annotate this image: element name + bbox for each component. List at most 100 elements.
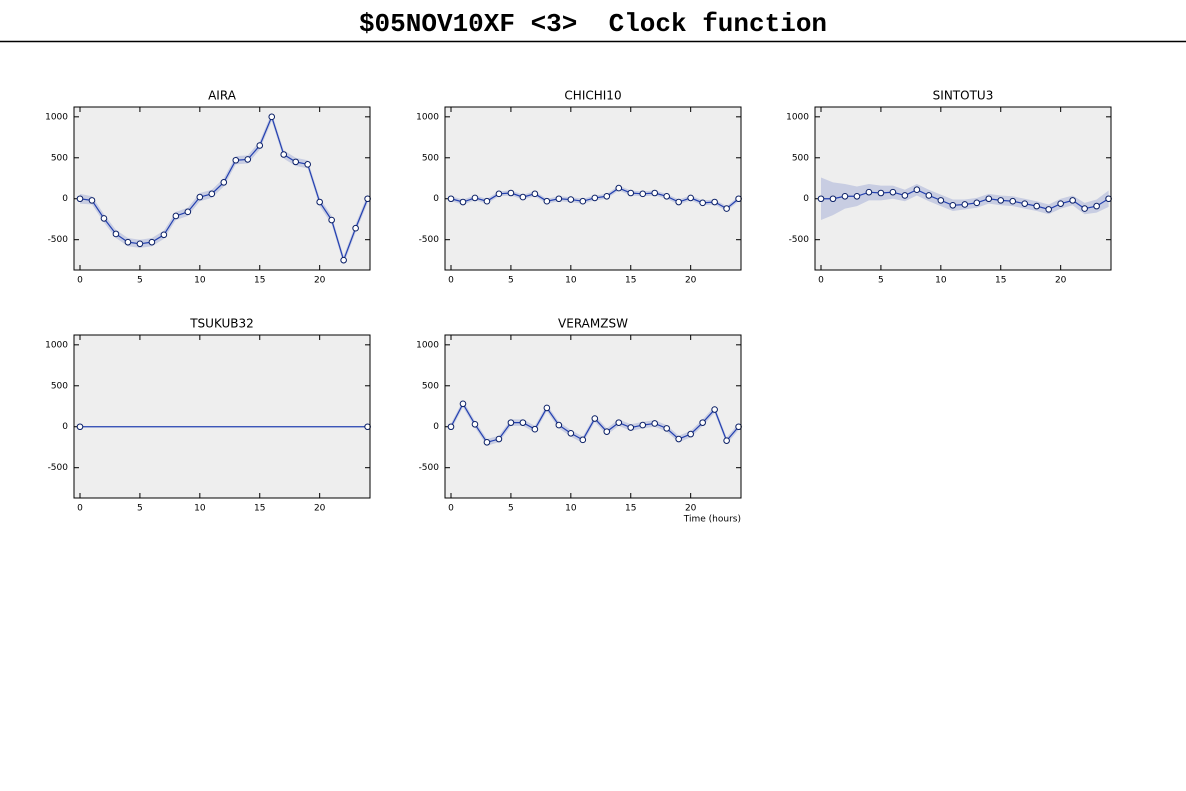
point [627,189,635,197]
x-tick-label: 5 [508,504,514,514]
point [495,190,503,198]
point [889,188,897,196]
y-tick-label: 500 [422,153,439,163]
point [985,195,993,203]
point [76,195,84,203]
point [531,190,539,198]
point [1045,206,1052,213]
point [723,437,730,444]
point [459,198,467,206]
point [901,192,909,199]
point [925,192,933,199]
point [543,197,551,205]
y-tick-label: 1000 [416,112,439,122]
point [651,420,659,427]
plot-frame [73,334,371,499]
point [639,190,647,198]
point [507,419,515,426]
point [483,197,491,205]
point [841,192,849,200]
x-tick-label: 10 [935,276,947,286]
point [829,195,837,203]
point [471,420,479,428]
point [292,158,300,166]
point [519,193,527,201]
y-tick-label: -500 [789,235,810,245]
point [591,194,599,202]
point [184,208,192,216]
point [100,215,108,222]
point [937,197,945,204]
point [495,435,503,443]
x-tick-label: 15 [625,276,636,286]
point [579,436,587,444]
plot-frame [814,106,1112,271]
point [973,199,981,207]
point [208,190,216,198]
x-tick-label: 0 [448,504,454,514]
point [256,142,264,149]
point [316,198,323,206]
point [579,197,587,205]
point [507,189,515,197]
y-tick-label: -500 [419,463,440,473]
x-tick-label: 5 [878,276,884,286]
point [328,216,335,224]
point [268,113,276,121]
point [567,429,575,437]
point [877,189,885,197]
point [997,197,1005,204]
point [555,195,563,203]
point [160,231,168,239]
point [447,195,455,203]
point [172,212,180,220]
point [615,419,623,426]
point [136,240,144,248]
point [555,421,563,429]
point [352,224,359,232]
x-tick-label: 5 [137,276,143,286]
point [1009,197,1017,205]
x-tick-label: 20 [685,276,697,286]
y-tick-label: 1000 [786,112,809,122]
point [675,435,682,443]
x-tick-label: 20 [685,504,697,514]
point [711,406,718,413]
x-tick-label: 15 [254,276,265,286]
plot-area [74,107,370,270]
point [483,439,491,446]
plot-title: SINTOTU3 [933,89,994,103]
point [340,256,347,264]
y-tick-label: -500 [48,235,69,245]
y-tick-label: 500 [51,153,68,163]
y-tick-label: 0 [803,194,809,204]
point [1057,200,1064,207]
point [615,184,623,192]
point [471,194,479,202]
page-title: $05NOV10XF <3> Clock function [359,9,827,39]
y-tick-label: 500 [422,381,439,391]
x-tick-label: 20 [1055,276,1067,286]
point [603,192,611,200]
point [304,161,311,168]
point [651,189,659,197]
x-tick-label: 10 [565,276,577,286]
point [603,428,611,435]
x-tick-label: 20 [314,504,326,514]
x-tick-label: 5 [137,504,143,514]
y-tick-label: 1000 [45,112,68,122]
point [531,425,539,433]
plot-area [74,335,370,498]
x-tick-label: 15 [254,504,265,514]
point [687,194,694,202]
point [865,188,873,196]
point [699,419,706,426]
y-tick-label: -500 [48,463,69,473]
point [1069,197,1076,204]
point [196,193,204,201]
x-tick-label: 5 [508,276,514,286]
plot-area [445,107,741,270]
y-tick-label: 1000 [45,340,68,350]
y-tick-label: 0 [433,422,439,432]
